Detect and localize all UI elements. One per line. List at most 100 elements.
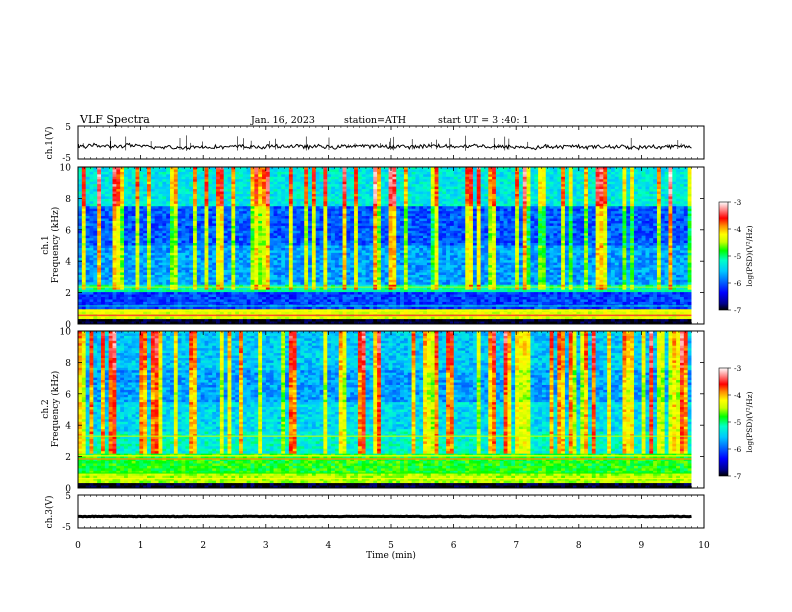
spectrogram-cell [166,223,170,226]
spectrogram-cell [185,174,189,177]
spectrogram-cell [243,189,247,192]
spectrogram-cell [542,172,546,175]
spectrogram-cell [266,184,270,187]
spectrogram-cell [404,238,408,241]
spectrogram-cell [350,233,354,236]
spectrogram-cell [251,211,255,214]
spectrogram-cell [412,236,416,239]
spectrogram-cell [116,223,120,226]
spectrogram-cell [588,194,592,197]
spectrogram-cell [427,174,431,177]
spectrogram-cell [101,214,105,217]
spectrogram-cell [258,184,262,187]
spectrogram-cell [622,174,626,177]
spectrogram-cell [212,216,216,219]
spectrogram-cell [500,209,504,212]
spectrogram-cell [603,189,607,192]
spectrogram-cell [538,231,542,234]
spectrogram-cell [159,187,163,190]
spectrogram-cell [653,204,657,207]
spectrogram-cell [300,194,304,197]
spectrogram-cell [615,231,619,234]
spectrogram-cell [661,209,665,212]
spectrogram-cell [189,221,193,224]
spectrogram-cell [389,216,393,219]
spectrogram-cell [369,179,373,182]
spectrogram-cell [335,214,339,217]
spectrogram-cell [116,179,120,182]
spectrogram-cell [262,179,266,182]
spectrogram-cell [82,177,86,180]
spectrogram-cell [477,226,481,229]
spectrogram-cell [684,201,688,204]
spectrogram-cell [109,236,113,239]
spectrogram-cell [128,182,132,185]
spectrogram-cell [266,221,270,224]
spectrogram-cell [530,192,534,195]
spectrogram-cell [446,233,450,236]
spectrogram-cell [312,209,316,212]
spectrogram-cell [454,182,458,185]
spectrogram-cell [224,196,228,199]
spectrogram-cell [320,196,324,199]
spectrogram-cell [584,177,588,180]
spectrogram-cell [323,179,327,182]
spectrogram-cell [297,211,301,214]
spectrogram-cell [500,211,504,214]
spectrogram-cell [653,236,657,239]
spectrogram-cell [688,236,692,239]
spectrogram-cell [193,177,197,180]
spectrogram-cell [680,182,684,185]
spectrogram-cell [105,214,109,217]
spectrogram-cell [615,226,619,229]
spectrogram-cell [93,196,97,199]
spectrogram-cell [208,231,212,234]
spectrogram-cell [277,231,281,234]
spectrogram-cell [469,221,473,224]
spectrogram-cell [599,169,603,172]
spectrogram-cell [124,209,128,212]
spectrogram-cell [97,228,101,231]
spectrogram-cell [657,221,661,224]
spectrogram-cell [277,211,281,214]
spectrogram-cell [569,194,573,197]
spectrogram-cell [592,194,596,197]
spectrogram-cell [90,204,94,207]
spectrogram-cell [293,192,297,195]
spectrogram-cell [254,187,258,190]
spectrogram-cell [101,226,105,229]
spectrogram-cell [381,194,385,197]
spectrogram-cell [672,177,676,180]
spectrogram-cell [316,206,320,209]
spectrogram-cell [239,233,243,236]
spectrogram-cell [385,196,389,199]
spectrogram-cell [484,196,488,199]
spectrogram-cell [258,214,262,217]
spectrogram-cell [362,174,366,177]
spectrogram-cell [113,206,117,209]
spectrogram-cell [565,204,569,207]
spectrogram-cell [504,226,508,229]
spectrogram-cell [385,228,389,231]
spectrogram-cell [320,211,324,214]
spectrogram-cell [561,233,565,236]
spectrogram-cell [193,189,197,192]
spectrogram-cell [592,219,596,222]
spectrogram-cell [619,216,623,219]
spectrogram-cell [285,236,289,239]
spectrogram-cell [622,231,626,234]
spectrogram-cell [534,194,538,197]
spectrogram-cell [469,194,473,197]
spectrogram-cell [300,179,304,182]
spectrogram-cell [300,226,304,229]
spectrogram-cell [178,192,182,195]
spectrogram-cell [366,214,370,217]
spectrogram-cell [450,233,454,236]
spectrogram-cell [216,204,220,207]
spectrogram-cell [228,199,232,202]
spectrogram-cell [404,223,408,226]
spectrogram-cell [113,236,117,239]
spectrogram-cell [423,223,427,226]
spectrogram-cell [262,177,266,180]
spectrogram-cell [120,238,124,241]
